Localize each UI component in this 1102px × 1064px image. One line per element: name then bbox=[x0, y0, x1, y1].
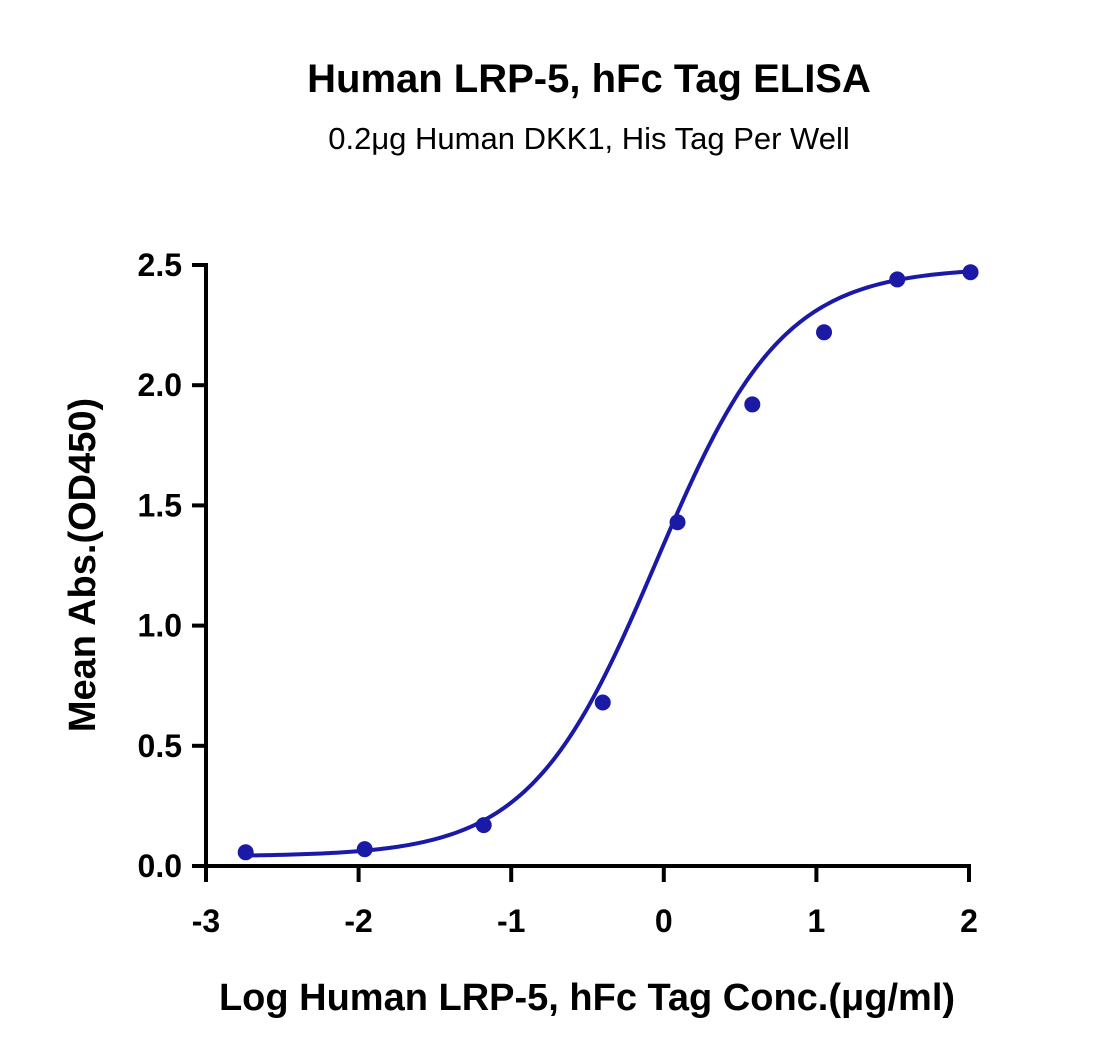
data-point bbox=[669, 514, 686, 531]
y-axis-label: Mean Abs.(OD450) bbox=[62, 398, 104, 732]
x-tick-label: -3 bbox=[192, 903, 220, 939]
data-points bbox=[237, 264, 979, 861]
x-tick-label: 2 bbox=[960, 903, 978, 939]
y-tick-label: 0.5 bbox=[138, 728, 182, 764]
x-tick-label: 1 bbox=[808, 903, 826, 939]
x-axis-label: Log Human LRP-5, hFc Tag Conc.(μg/ml) bbox=[219, 977, 955, 1019]
y-tick-label: 1.0 bbox=[138, 608, 182, 644]
chart-title: Human LRP-5, hFc Tag ELISA bbox=[307, 57, 871, 101]
data-point bbox=[744, 396, 761, 413]
data-point bbox=[594, 694, 611, 711]
x-ticks: -3 -2 -1 0 1 2 bbox=[192, 866, 978, 939]
y-ticks: 0.0 0.5 1.0 1.5 2.0 2.5 bbox=[138, 247, 206, 884]
y-tick-label: 1.5 bbox=[138, 487, 182, 523]
y-tick-label: 0.0 bbox=[138, 848, 182, 884]
x-tick-label: -2 bbox=[344, 903, 372, 939]
data-point bbox=[889, 271, 906, 288]
y-tick-label: 2.5 bbox=[138, 247, 182, 283]
plot-area bbox=[237, 264, 979, 861]
x-axis: -3 -2 -1 0 1 2 bbox=[192, 864, 978, 939]
data-point bbox=[962, 264, 979, 281]
y-tick-label: 2.0 bbox=[138, 367, 182, 403]
y-axis: 0.0 0.5 1.0 1.5 2.0 2.5 bbox=[138, 247, 208, 884]
data-point bbox=[816, 324, 833, 341]
data-point bbox=[475, 817, 492, 834]
data-point bbox=[237, 844, 254, 861]
x-tick-label: -1 bbox=[497, 903, 525, 939]
data-point bbox=[356, 841, 373, 858]
chart-subtitle: 0.2μg Human DKK1, His Tag Per Well bbox=[328, 121, 850, 156]
x-tick-label: 0 bbox=[655, 903, 673, 939]
fit-curve bbox=[245, 269, 971, 858]
